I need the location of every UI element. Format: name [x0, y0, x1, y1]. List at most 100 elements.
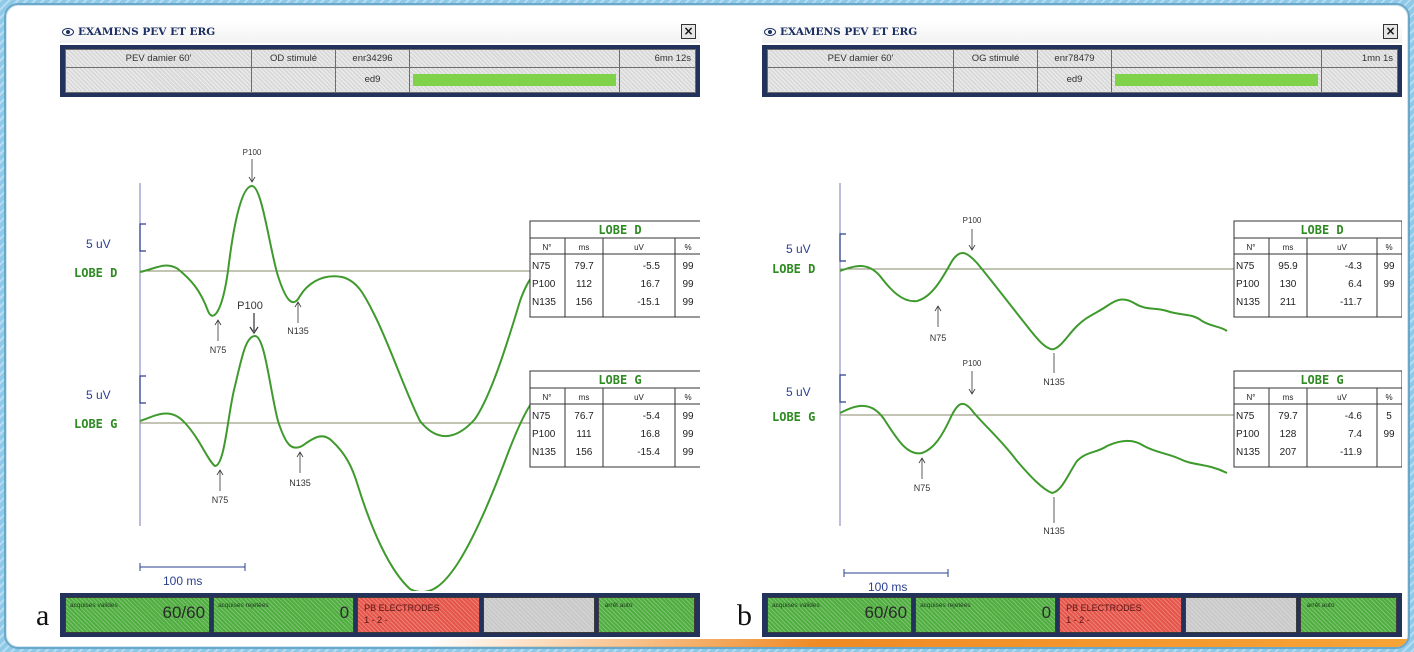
close-button[interactable]: ×	[681, 24, 696, 39]
lobe-g-label: LOBE G	[772, 410, 815, 424]
table-cell: 211	[1280, 297, 1296, 308]
table-cell: 99	[682, 279, 694, 290]
rejected-count-cell: acquises rejetées 0	[915, 597, 1057, 633]
eye-icon	[764, 28, 776, 36]
progress-fill	[1115, 73, 1318, 86]
table-cell: -5.4	[643, 411, 661, 422]
electrodes-value: 1 - 2 -	[364, 615, 388, 625]
table-cell: 156	[576, 447, 593, 458]
table-cell: N75	[532, 411, 551, 422]
status-empty	[619, 66, 696, 94]
peak-label-n135-d: N135	[287, 326, 309, 336]
col-header: %	[684, 393, 691, 402]
table-cell: 99	[1383, 261, 1395, 272]
record-id: enr34296	[335, 49, 410, 68]
table-cell: 79.7	[1278, 411, 1298, 422]
table-cell: N135	[1236, 297, 1260, 308]
table-cell: N75	[1236, 411, 1255, 422]
col-header: N°	[543, 243, 552, 252]
exam-status-bar: PEV damier 60' OD stimulé enr34296 6mn 1…	[60, 45, 700, 97]
table-cell: -11.9	[1340, 447, 1362, 458]
exam-status-bar: PEV damier 60' OG stimulé enr78479 1mn 1…	[762, 45, 1402, 97]
table-title: LOBE D	[1300, 223, 1343, 237]
arrow-icon	[294, 301, 302, 308]
table-title: LOBE G	[1300, 373, 1343, 387]
electrodes-warning-cell: PB ELECTRODES 1 - 2 -	[357, 597, 481, 633]
scale-bracket-d	[139, 223, 146, 252]
col-header: %	[1385, 393, 1392, 402]
peak-label-n75-g: N75	[914, 483, 931, 493]
table-title: LOBE G	[598, 373, 641, 387]
empty-status-cell	[483, 597, 595, 633]
close-button[interactable]: ×	[1383, 24, 1398, 39]
auto-stop-label: arrêt auto	[1306, 602, 1335, 609]
arrow-icon	[968, 388, 976, 395]
table-cell: 111	[576, 429, 592, 440]
electrodes-value: 1 - 2 -	[1066, 615, 1090, 625]
lobe-g-label: LOBE G	[74, 417, 117, 431]
scale-label-g: 5 uV	[86, 388, 111, 402]
peak-table-d: LOBE D N° ms uV % N75 79.7 -5.5 99 P100 …	[529, 220, 700, 318]
col-header: ms	[1283, 393, 1294, 402]
window-title: EXAMENS PEV ET ERG	[780, 26, 918, 38]
scale-label-g: 5 uV	[786, 385, 811, 399]
table-cell: 128	[1280, 429, 1297, 440]
table-cell: 130	[1280, 279, 1297, 290]
peak-table-g: LOBE G N° ms uV % N75 79.7 -4.6 5 P100 1…	[1233, 370, 1402, 468]
table-cell: 6.4	[1348, 279, 1362, 290]
panel-letter-b: b	[737, 599, 752, 632]
electrodes-label: PB ELECTRODES	[1066, 603, 1142, 613]
rejected-value: 0	[339, 603, 350, 622]
auto-stop-cell[interactable]: arrêt auto	[597, 597, 695, 633]
table-cell: 99	[1383, 429, 1395, 440]
table-cell: -4.6	[1345, 411, 1363, 422]
stimulated-eye: OG stimulé	[953, 49, 1038, 68]
status-empty	[767, 66, 954, 94]
table-cell: -15.1	[637, 297, 660, 308]
arrow-icon	[216, 469, 224, 476]
electrodes-warning-cell: PB ELECTRODES 1 - 2 -	[1059, 597, 1183, 633]
col-header: %	[684, 243, 691, 252]
figure-frame: a b EXAMENS PEV ET ERG × PEV damier 60' …	[4, 3, 1410, 649]
elapsed-time: 6mn 12s	[619, 49, 696, 68]
auto-stop-cell[interactable]: arrêt auto	[1299, 597, 1397, 633]
scale-bracket-d	[839, 233, 846, 262]
arrow-icon	[249, 326, 259, 335]
rejected-label: acquises rejetées	[920, 602, 971, 609]
scale-bracket-g	[139, 375, 146, 404]
table-cell: 16.8	[641, 429, 661, 440]
col-header: %	[1385, 243, 1392, 252]
peak-label-n75-g: N75	[212, 495, 229, 505]
peak-label-n135-d: N135	[1043, 377, 1065, 387]
status-empty	[251, 66, 336, 94]
table-cell: 112	[576, 279, 592, 290]
peak-label-p100-g: P100	[237, 300, 263, 312]
peak-table-d: LOBE D N° ms uV % N75 95.9 -4.3 99 P100 …	[1233, 220, 1402, 318]
electrode-id: ed9	[335, 66, 410, 94]
table-cell: N75	[1236, 261, 1255, 272]
acquired-label: acquises valides	[772, 602, 820, 609]
window-title: EXAMENS PEV ET ERG	[78, 26, 216, 38]
table-cell: 156	[576, 297, 593, 308]
table-cell: 76.7	[574, 411, 594, 422]
exam-window-b: EXAMENS PEV ET ERG × PEV damier 60' OG s…	[762, 21, 1402, 637]
peak-label-n135-g: N135	[289, 478, 311, 488]
col-header: uV	[1337, 243, 1347, 252]
table-cell: 5	[1386, 411, 1392, 422]
acquired-value: 60/60	[864, 603, 908, 622]
arrow-icon	[968, 244, 976, 251]
window-titlebar: EXAMENS PEV ET ERG ×	[762, 21, 1402, 43]
arrow-icon	[248, 176, 256, 183]
col-header: N°	[1247, 393, 1256, 402]
peak-label-p100-d: P100	[243, 148, 262, 157]
rejected-count-cell: acquises rejetées 0	[213, 597, 355, 633]
table-cell: 95.9	[1278, 261, 1298, 272]
peak-label-p100-d: P100	[963, 216, 982, 225]
table-title: LOBE D	[598, 223, 641, 237]
table-cell: 99	[682, 261, 694, 272]
auto-stop-label: arrêt auto	[604, 602, 633, 609]
table-cell: 99	[682, 297, 694, 308]
arrow-icon	[934, 305, 942, 312]
progress-bar	[409, 66, 620, 94]
col-header: ms	[579, 243, 590, 252]
